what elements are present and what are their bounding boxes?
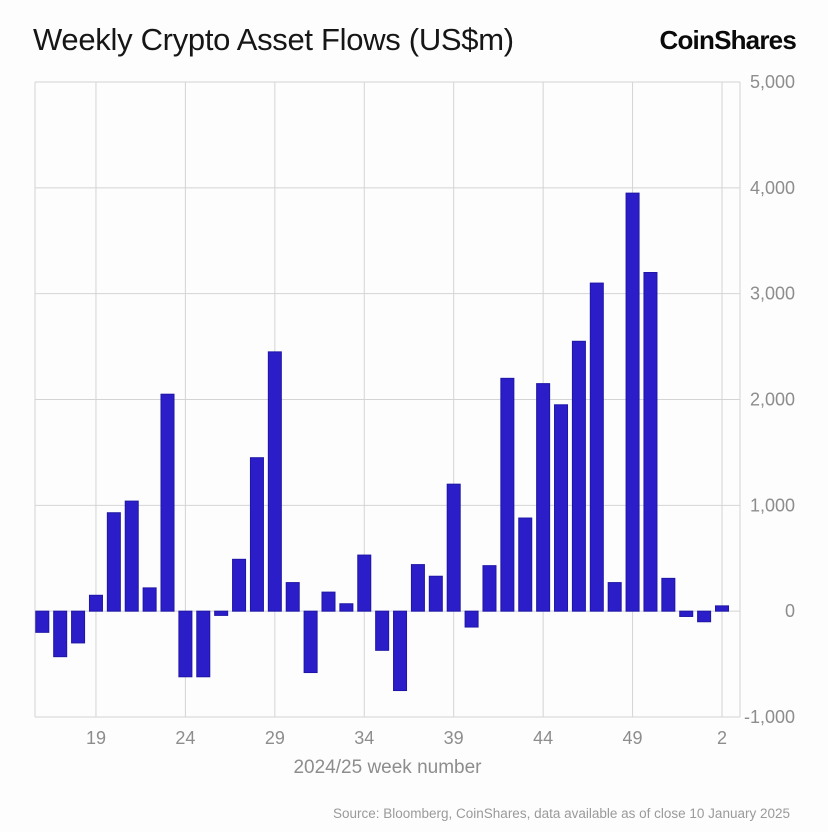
x-tick-label-week-39: 39 [444, 728, 464, 748]
bar-week-20 [106, 512, 121, 612]
y-tick-label-2000: 2,000 [750, 390, 795, 410]
bar-week-23 [160, 393, 175, 612]
bar-week-52 [679, 610, 694, 617]
bar-week-48 [607, 582, 622, 612]
y-tick-label-3000: 3,000 [750, 284, 795, 304]
bar-week-18 [71, 610, 86, 644]
bar-week-33 [339, 603, 354, 612]
x-tick-label-week-24: 24 [175, 728, 195, 748]
bar-week-35 [375, 610, 390, 651]
y-tick-label-1000: 1,000 [750, 495, 795, 515]
bar-week-27 [232, 558, 247, 612]
bar-week-26 [214, 610, 229, 616]
x-tick-label-week-29: 29 [265, 728, 285, 748]
bar-week-32 [321, 591, 336, 612]
bar-week-34 [357, 554, 372, 612]
bar-week-41 [482, 565, 497, 612]
bar-week-39 [446, 483, 461, 612]
y-tick-label-4000: 4,000 [750, 178, 795, 198]
bar-week-17 [53, 610, 68, 658]
bar-week-25 [196, 610, 211, 678]
bar-week-50 [643, 272, 658, 612]
bar-week-28 [249, 457, 264, 612]
bar-week-44 [536, 383, 551, 612]
source-note: Source: Bloomberg, CoinShares, data avai… [332, 806, 790, 821]
bar-week-29 [267, 351, 282, 612]
bar-week-38 [428, 575, 443, 612]
bar-week-19 [88, 594, 103, 612]
x-tick-label-week-34: 34 [354, 728, 374, 748]
y-tick-label-0: 0 [785, 601, 795, 621]
bar-week-2 [715, 605, 730, 612]
bar-week-30 [285, 582, 300, 612]
bar-week-46 [571, 340, 586, 612]
bar-week-47 [589, 282, 604, 612]
coinshares-logo: CoinShares [659, 25, 797, 55]
bar-week-45 [554, 404, 569, 612]
y-tick-label--1000: -1,000 [744, 707, 795, 727]
x-tick-label-week-49: 49 [623, 728, 643, 748]
x-tick-label-week-19: 19 [86, 728, 106, 748]
bar-week-51 [661, 577, 676, 612]
bar-week-43 [518, 517, 533, 612]
bar-week-22 [142, 587, 157, 612]
bar-week-40 [464, 610, 479, 628]
y-tick-label-5000: 5,000 [750, 72, 795, 92]
bar-week-36 [393, 610, 408, 692]
bar-week-31 [303, 610, 318, 674]
x-axis-title: 2024/25 week number [293, 757, 482, 778]
bar-week-49 [625, 192, 640, 612]
bar-week-24 [178, 610, 193, 678]
bar-week-21 [124, 500, 139, 612]
bar-week-1 [697, 610, 712, 623]
bar-week-16 [35, 610, 50, 633]
bar-week-42 [500, 377, 515, 612]
chart-title: Weekly Crypto Asset Flows (US$m) [33, 22, 514, 57]
bar-week-37 [410, 564, 425, 612]
x-tick-label-week-2: 2 [717, 728, 727, 748]
x-tick-label-week-44: 44 [533, 728, 553, 748]
